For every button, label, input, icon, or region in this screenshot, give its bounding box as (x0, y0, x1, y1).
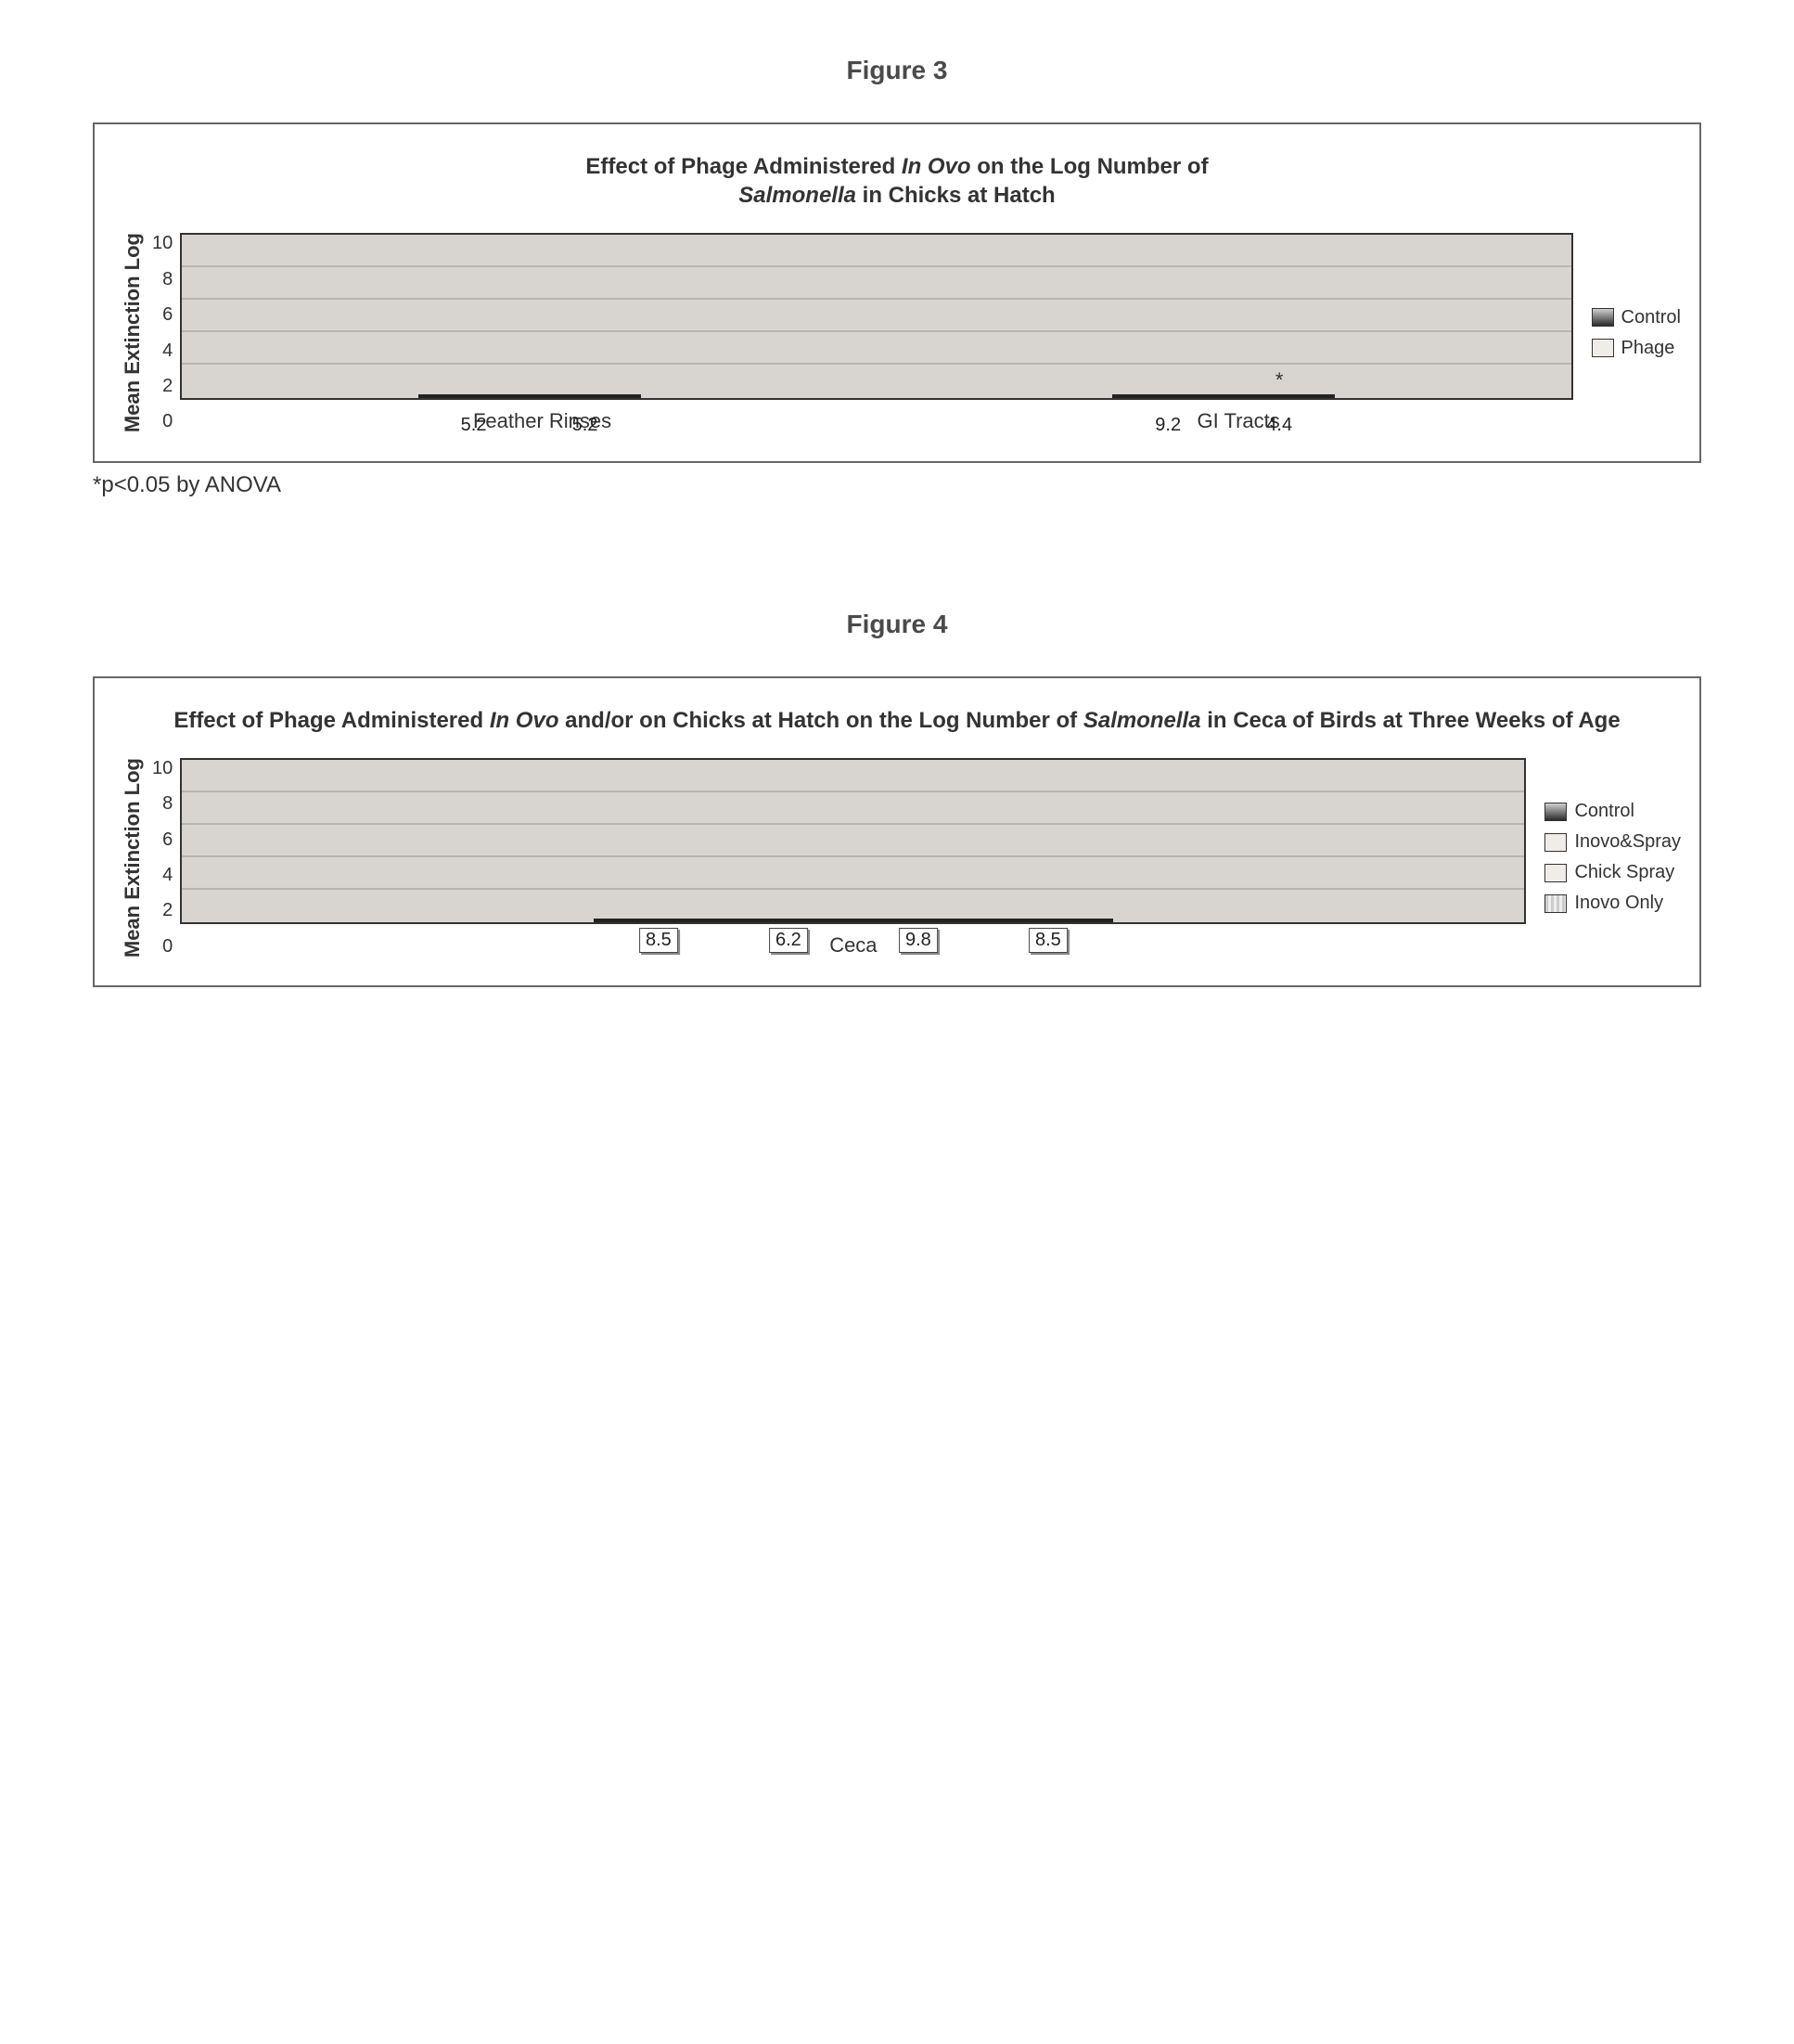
title-text: in Ceca of Birds at Three Weeks of Age (1201, 708, 1621, 733)
legend-label: Inovo&Spray (1574, 831, 1681, 853)
figure3-label: Figure 3 (37, 56, 1757, 85)
ytick: 4 (152, 865, 173, 886)
figure3-footnote: *p<0.05 by ANOVA (93, 472, 1701, 498)
ytick: 8 (152, 793, 173, 815)
figure3-xaxis: Feather Rinses GI Tracts (180, 409, 1572, 433)
legend-label: Chick Spray (1574, 862, 1674, 883)
swatch-phage (1592, 339, 1614, 357)
ytick: 0 (152, 936, 173, 958)
bar-value-label: 8.5 (1029, 928, 1068, 953)
title-italic: In Ovo (902, 154, 971, 179)
ytick: 10 (152, 233, 173, 254)
bar: 8.5 (594, 919, 724, 922)
legend-item: Chick Spray (1544, 862, 1681, 883)
bar-group: 8.56.29.88.5 (594, 919, 1113, 922)
ytick: 8 (152, 269, 173, 290)
title-italic: Salmonella (1083, 708, 1201, 733)
figure4-legend: Control Inovo&Spray Chick Spray Inovo On… (1526, 758, 1681, 958)
figure3-plot: 5.25.2 9.24.4* (180, 233, 1572, 399)
bar-value-label: 4.4 (1266, 415, 1292, 436)
figure4-plot: 8.56.29.88.5 (180, 758, 1526, 924)
ytick: 0 (152, 411, 173, 432)
figure4-title: Effect of Phage Administered In Ovo and/… (113, 706, 1681, 735)
bar-group: 9.24.4* (1112, 394, 1335, 398)
figure3-chart: Effect of Phage Administered In Ovo on t… (93, 122, 1701, 463)
legend-label: Control (1574, 801, 1634, 822)
legend-item: Control (1544, 801, 1681, 822)
title-text: Effect of Phage Administered (585, 154, 902, 179)
ytick: 10 (152, 758, 173, 779)
title-text: on the Log Number of (971, 154, 1209, 179)
bar: 6.2 (724, 919, 853, 922)
figure4-ylabel: Mean Extinction Log (113, 758, 152, 958)
significance-mark: * (1275, 368, 1284, 392)
bar-value-label: 9.2 (1155, 415, 1181, 436)
title-italic: In Ovo (490, 708, 559, 733)
ytick: 6 (152, 304, 173, 326)
title-text: and/or on Chicks at Hatch on the Log Num… (558, 708, 1083, 733)
ytick: 4 (152, 341, 173, 362)
legend-item: Inovo&Spray (1544, 831, 1681, 853)
legend-label: Control (1621, 307, 1681, 328)
legend-label: Inovo Only (1574, 893, 1663, 914)
swatch-inovo-only (1544, 894, 1567, 913)
swatch-control (1592, 308, 1614, 327)
figure4-yticks: 0 2 4 6 8 10 (152, 758, 180, 958)
figure4-label: Figure 4 (37, 610, 1757, 639)
bar-value-label: 9.8 (899, 928, 938, 953)
figure4-chart: Effect of Phage Administered In Ovo and/… (93, 676, 1701, 987)
bar: 9.2 (1112, 394, 1224, 398)
bar: 5.2 (530, 394, 641, 398)
bar: 8.5 (983, 919, 1113, 922)
bars-container: 5.25.2 9.24.4* (182, 235, 1570, 397)
figure4-xaxis: Ceca (180, 933, 1526, 958)
bar-value-label: 6.2 (769, 928, 808, 953)
bar-group: 5.25.2 (418, 394, 641, 398)
figure3-ylabel: Mean Extinction Log (113, 233, 152, 432)
figure3-legend: Control Phage (1573, 233, 1681, 432)
figure3-yticks: 0 2 4 6 8 10 (152, 233, 180, 432)
legend-item: Inovo Only (1544, 893, 1681, 914)
title-italic: Salmonella (738, 183, 856, 208)
bar-value-label: 5.2 (461, 415, 487, 436)
bars-container: 8.56.29.88.5 (182, 760, 1524, 922)
legend-item: Control (1592, 307, 1681, 328)
title-text: Effect of Phage Administered (173, 708, 490, 733)
title-text: in Chicks at Hatch (856, 183, 1056, 208)
swatch-chick-spray (1544, 864, 1567, 882)
ytick: 6 (152, 829, 173, 851)
bar-value-label: 5.2 (572, 415, 598, 436)
bar: 4.4* (1224, 394, 1335, 398)
bar-value-label: 8.5 (639, 928, 678, 953)
legend-item: Phage (1592, 338, 1681, 359)
bar: 9.8 (853, 919, 983, 922)
bar: 5.2 (418, 394, 530, 398)
swatch-control (1544, 803, 1567, 821)
ytick: 2 (152, 376, 173, 397)
swatch-inovo-spray (1544, 833, 1567, 852)
figure3-title: Effect of Phage Administered In Ovo on t… (113, 152, 1681, 210)
ytick: 2 (152, 900, 173, 921)
legend-label: Phage (1621, 338, 1675, 359)
